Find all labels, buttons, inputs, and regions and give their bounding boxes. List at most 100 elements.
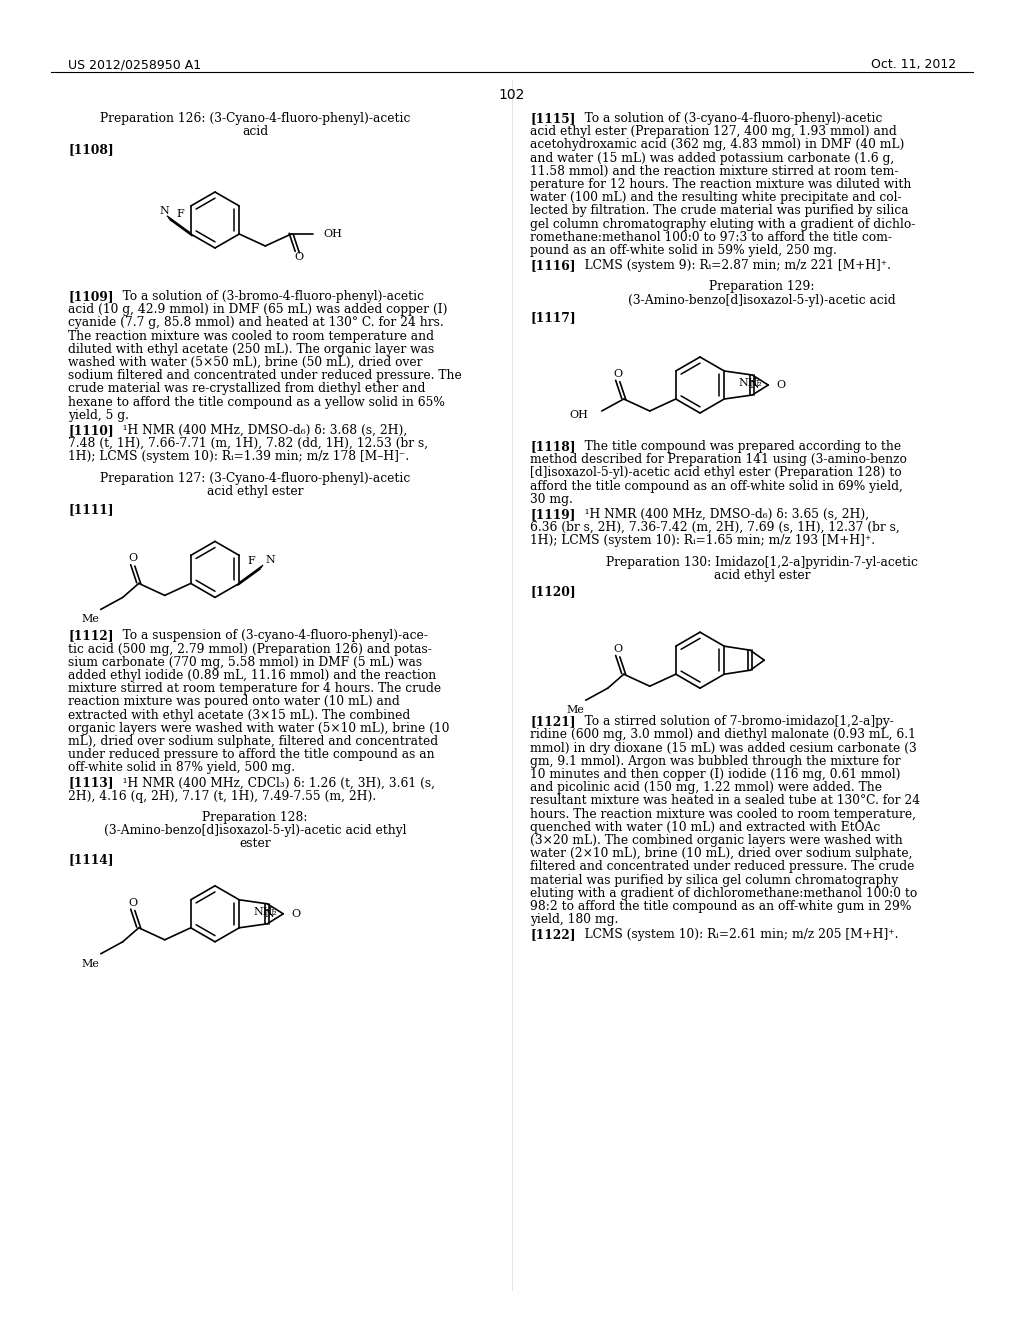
Text: N: N xyxy=(750,380,759,389)
Text: hours. The reaction mixture was cooled to room temperature,: hours. The reaction mixture was cooled t… xyxy=(530,808,916,821)
Text: romethane:methanol 100:0 to 97:3 to afford the title com-: romethane:methanol 100:0 to 97:3 to affo… xyxy=(530,231,892,244)
Text: added ethyl iodide (0.89 mL, 11.16 mmol) and the reaction: added ethyl iodide (0.89 mL, 11.16 mmol)… xyxy=(68,669,436,682)
Text: O: O xyxy=(295,252,304,261)
Text: yield, 180 mg.: yield, 180 mg. xyxy=(530,913,618,927)
Text: [1114]: [1114] xyxy=(68,854,114,867)
Text: 6.36 (br s, 2H), 7.36-7.42 (m, 2H), 7.69 (s, 1H), 12.37 (br s,: 6.36 (br s, 2H), 7.36-7.42 (m, 2H), 7.69… xyxy=(530,521,900,535)
Text: acid: acid xyxy=(242,125,268,139)
Text: US 2012/0258950 A1: US 2012/0258950 A1 xyxy=(68,58,201,71)
Text: acid (10 g, 42.9 mmol) in DMF (65 mL) was added copper (I): acid (10 g, 42.9 mmol) in DMF (65 mL) wa… xyxy=(68,304,447,317)
Text: To a solution of (3-cyano-4-fluoro-phenyl)-acetic: To a solution of (3-cyano-4-fluoro-pheny… xyxy=(573,112,883,125)
Text: gm, 9.1 mmol). Argon was bubbled through the mixture for: gm, 9.1 mmol). Argon was bubbled through… xyxy=(530,755,901,768)
Text: N: N xyxy=(265,556,275,565)
Text: [1115]: [1115] xyxy=(530,112,575,125)
Text: F: F xyxy=(177,209,184,219)
Text: acid ethyl ester: acid ethyl ester xyxy=(207,484,303,498)
Text: Preparation 129:: Preparation 129: xyxy=(710,280,815,293)
Text: 1H); LCMS (system 10): Rᵢ=1.39 min; m/z 178 [M–H]⁻.: 1H); LCMS (system 10): Rᵢ=1.39 min; m/z … xyxy=(68,450,410,463)
Text: and water (15 mL) was added potassium carbonate (1.6 g,: and water (15 mL) was added potassium ca… xyxy=(530,152,894,165)
Text: acid ethyl ester: acid ethyl ester xyxy=(714,569,810,582)
Text: [1112]: [1112] xyxy=(68,630,114,643)
Text: ¹H NMR (400 MHz, DMSO-d₆) δ: 3.68 (s, 2H),: ¹H NMR (400 MHz, DMSO-d₆) δ: 3.68 (s, 2H… xyxy=(111,424,408,437)
Text: eluting with a gradient of dichloromethane:methanol 100:0 to: eluting with a gradient of dichlorometha… xyxy=(530,887,918,900)
Text: 7.48 (t, 1H), 7.66-7.71 (m, 1H), 7.82 (dd, 1H), 12.53 (br s,: 7.48 (t, 1H), 7.66-7.71 (m, 1H), 7.82 (d… xyxy=(68,437,428,450)
Text: Preparation 130: Imidazo[1,2-a]pyridin-7-yl-acetic: Preparation 130: Imidazo[1,2-a]pyridin-7… xyxy=(606,556,918,569)
Text: F: F xyxy=(247,557,255,566)
Text: 98:2 to afford the title compound as an off-white gum in 29%: 98:2 to afford the title compound as an … xyxy=(530,900,911,913)
Text: O: O xyxy=(613,370,623,379)
Text: Me: Me xyxy=(82,958,99,969)
Text: [1117]: [1117] xyxy=(530,310,575,323)
Text: diluted with ethyl acetate (250 mL). The organic layer was: diluted with ethyl acetate (250 mL). The… xyxy=(68,343,434,356)
Text: and picolinic acid (150 mg, 1.22 mmol) were added. The: and picolinic acid (150 mg, 1.22 mmol) w… xyxy=(530,781,882,795)
Text: water (100 mL) and the resulting white precipitate and col-: water (100 mL) and the resulting white p… xyxy=(530,191,901,205)
Text: LCMS (system 10): Rᵢ=2.61 min; m/z 205 [M+H]⁺.: LCMS (system 10): Rᵢ=2.61 min; m/z 205 [… xyxy=(573,928,898,941)
Text: acid ethyl ester (Preparation 127, 400 mg, 1.93 mmol) and: acid ethyl ester (Preparation 127, 400 m… xyxy=(530,125,897,139)
Text: ¹H NMR (400 MHz, DMSO-d₆) δ: 3.65 (s, 2H),: ¹H NMR (400 MHz, DMSO-d₆) δ: 3.65 (s, 2H… xyxy=(573,508,869,521)
Text: OH: OH xyxy=(324,228,342,239)
Text: sodium filtered and concentrated under reduced pressure. The: sodium filtered and concentrated under r… xyxy=(68,370,462,383)
Text: ester: ester xyxy=(240,837,270,850)
Text: quenched with water (10 mL) and extracted with EtOAc: quenched with water (10 mL) and extracte… xyxy=(530,821,881,834)
Text: filtered and concentrated under reduced pressure. The crude: filtered and concentrated under reduced … xyxy=(530,861,914,874)
Text: (3-Amino-benzo[d]isoxazol-5-yl)-acetic acid: (3-Amino-benzo[d]isoxazol-5-yl)-acetic a… xyxy=(628,293,896,306)
Text: crude material was re-crystallized from diethyl ether and: crude material was re-crystallized from … xyxy=(68,383,425,396)
Text: 1H); LCMS (system 10): Rᵢ=1.65 min; m/z 193 [M+H]⁺.: 1H); LCMS (system 10): Rᵢ=1.65 min; m/z … xyxy=(530,535,876,548)
Text: O: O xyxy=(128,553,137,564)
Text: Oct. 11, 2012: Oct. 11, 2012 xyxy=(870,58,956,71)
Text: LCMS (system 9): Rᵢ=2.87 min; m/z 221 [M+H]⁺.: LCMS (system 9): Rᵢ=2.87 min; m/z 221 [M… xyxy=(573,259,891,272)
Text: O: O xyxy=(128,898,137,908)
Text: afford the title compound as an off-white solid in 69% yield,: afford the title compound as an off-whit… xyxy=(530,479,903,492)
Text: Me: Me xyxy=(567,705,585,715)
Text: organic layers were washed with water (5×10 mL), brine (10: organic layers were washed with water (5… xyxy=(68,722,450,735)
Text: NH₂: NH₂ xyxy=(738,378,762,388)
Text: ridine (600 mg, 3.0 mmol) and diethyl malonate (0.93 mL, 6.1: ridine (600 mg, 3.0 mmol) and diethyl ma… xyxy=(530,729,915,742)
Text: Me: Me xyxy=(82,614,99,624)
Text: off-white solid in 87% yield, 500 mg.: off-white solid in 87% yield, 500 mg. xyxy=(68,762,295,775)
Text: O: O xyxy=(291,908,300,919)
Text: method described for Preparation 141 using (3-amino-benzo: method described for Preparation 141 usi… xyxy=(530,453,907,466)
Text: gel column chromatography eluting with a gradient of dichlo-: gel column chromatography eluting with a… xyxy=(530,218,915,231)
Text: (3-Amino-benzo[d]isoxazol-5-yl)-acetic acid ethyl: (3-Amino-benzo[d]isoxazol-5-yl)-acetic a… xyxy=(103,824,407,837)
Text: 102: 102 xyxy=(499,88,525,102)
Text: [1122]: [1122] xyxy=(530,928,575,941)
Text: mixture stirred at room temperature for 4 hours. The crude: mixture stirred at room temperature for … xyxy=(68,682,441,696)
Text: [1108]: [1108] xyxy=(68,143,114,156)
Text: mL), dried over sodium sulphate, filtered and concentrated: mL), dried over sodium sulphate, filtere… xyxy=(68,735,438,748)
Text: Preparation 127: (3-Cyano-4-fluoro-phenyl)-acetic: Preparation 127: (3-Cyano-4-fluoro-pheny… xyxy=(100,471,411,484)
Text: water (2×10 mL), brine (10 mL), dried over sodium sulphate,: water (2×10 mL), brine (10 mL), dried ov… xyxy=(530,847,912,861)
Text: 30 mg.: 30 mg. xyxy=(530,492,572,506)
Text: To a suspension of (3-cyano-4-fluoro-phenyl)-ace-: To a suspension of (3-cyano-4-fluoro-phe… xyxy=(111,630,428,643)
Text: hexane to afford the title compound as a yellow solid in 65%: hexane to afford the title compound as a… xyxy=(68,396,444,409)
Text: resultant mixture was heated in a sealed tube at 130°C. for 24: resultant mixture was heated in a sealed… xyxy=(530,795,921,808)
Text: 10 minutes and then copper (I) iodide (116 mg, 0.61 mmol): 10 minutes and then copper (I) iodide (1… xyxy=(530,768,900,781)
Text: 2H), 4.16 (q, 2H), 7.17 (t, 1H), 7.49-7.55 (m, 2H).: 2H), 4.16 (q, 2H), 7.17 (t, 1H), 7.49-7.… xyxy=(68,789,376,803)
Text: O: O xyxy=(613,644,623,655)
Text: [1109]: [1109] xyxy=(68,290,114,304)
Text: Preparation 128:: Preparation 128: xyxy=(203,810,308,824)
Text: lected by filtration. The crude material was purified by silica: lected by filtration. The crude material… xyxy=(530,205,908,218)
Text: material was purified by silica gel column chromatography: material was purified by silica gel colu… xyxy=(530,874,898,887)
Text: [d]isoxazol-5-yl)-acetic acid ethyl ester (Preparation 128) to: [d]isoxazol-5-yl)-acetic acid ethyl este… xyxy=(530,466,901,479)
Text: The reaction mixture was cooled to room temperature and: The reaction mixture was cooled to room … xyxy=(68,330,434,343)
Text: [1113]: [1113] xyxy=(68,776,114,789)
Text: OH: OH xyxy=(569,411,588,420)
Text: N: N xyxy=(264,908,274,919)
Text: [1120]: [1120] xyxy=(530,585,575,598)
Text: NH₂: NH₂ xyxy=(253,907,278,917)
Text: O: O xyxy=(776,380,785,389)
Text: [1119]: [1119] xyxy=(530,508,575,521)
Text: extracted with ethyl acetate (3×15 mL). The combined: extracted with ethyl acetate (3×15 mL). … xyxy=(68,709,411,722)
Text: Preparation 126: (3-Cyano-4-fluoro-phenyl)-acetic: Preparation 126: (3-Cyano-4-fluoro-pheny… xyxy=(99,112,411,125)
Text: yield, 5 g.: yield, 5 g. xyxy=(68,409,129,422)
Text: tic acid (500 mg, 2.79 mmol) (Preparation 126) and potas-: tic acid (500 mg, 2.79 mmol) (Preparatio… xyxy=(68,643,432,656)
Text: perature for 12 hours. The reaction mixture was diluted with: perature for 12 hours. The reaction mixt… xyxy=(530,178,911,191)
Text: acetohydroxamic acid (362 mg, 4.83 mmol) in DMF (40 mL): acetohydroxamic acid (362 mg, 4.83 mmol)… xyxy=(530,139,904,152)
Text: (3×20 mL). The combined organic layers were washed with: (3×20 mL). The combined organic layers w… xyxy=(530,834,903,847)
Text: [1118]: [1118] xyxy=(530,440,575,453)
Text: [1116]: [1116] xyxy=(530,259,575,272)
Text: under reduced pressure to afford the title compound as an: under reduced pressure to afford the tit… xyxy=(68,748,434,762)
Text: ¹H NMR (400 MHz, CDCl₃) δ: 1.26 (t, 3H), 3.61 (s,: ¹H NMR (400 MHz, CDCl₃) δ: 1.26 (t, 3H),… xyxy=(111,776,435,789)
Text: reaction mixture was poured onto water (10 mL) and: reaction mixture was poured onto water (… xyxy=(68,696,399,709)
Text: To a stirred solution of 7-bromo-imidazo[1,2-a]py-: To a stirred solution of 7-bromo-imidazo… xyxy=(573,715,894,729)
